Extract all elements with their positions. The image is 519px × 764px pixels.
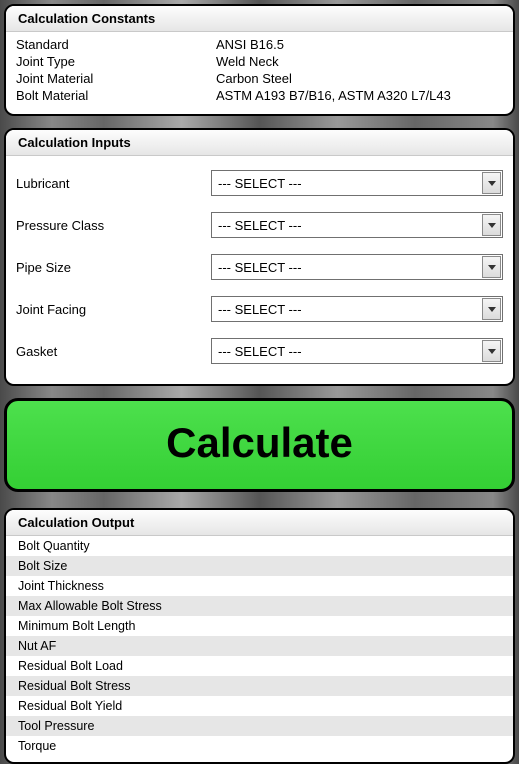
output-row: Nut AF [6,636,513,656]
chevron-down-icon [482,256,501,278]
inputs-panel: Calculation Inputs Lubricant --- SELECT … [4,128,515,386]
constant-row: Standard ANSI B16.5 [16,36,503,53]
constants-body: Standard ANSI B16.5 Joint Type Weld Neck… [6,32,513,114]
inputs-title: Calculation Inputs [6,130,513,156]
calculate-button[interactable]: Calculate [4,398,515,492]
constants-title: Calculation Constants [6,6,513,32]
input-row: Pressure Class --- SELECT --- [16,212,503,238]
constant-row: Joint Type Weld Neck [16,53,503,70]
constant-row: Joint Material Carbon Steel [16,70,503,87]
lubricant-select[interactable]: --- SELECT --- [211,170,503,196]
constant-value: Carbon Steel [216,71,503,86]
constant-row: Bolt Material ASTM A193 B7/B16, ASTM A32… [16,87,503,104]
output-row: Minimum Bolt Length [6,616,513,636]
output-row: Residual Bolt Stress [6,676,513,696]
constants-panel: Calculation Constants Standard ANSI B16.… [4,4,515,116]
output-row: Max Allowable Bolt Stress [6,596,513,616]
input-label: Lubricant [16,176,211,191]
constant-value: ANSI B16.5 [216,37,503,52]
output-row: Bolt Size [6,556,513,576]
constant-value: Weld Neck [216,54,503,69]
input-row: Lubricant --- SELECT --- [16,170,503,196]
output-title: Calculation Output [6,510,513,536]
chevron-down-icon [482,298,501,320]
output-row: Residual Bolt Yield [6,696,513,716]
input-label: Pipe Size [16,260,211,275]
input-label: Gasket [16,344,211,359]
input-row: Joint Facing --- SELECT --- [16,296,503,322]
input-label: Pressure Class [16,218,211,233]
constant-label: Standard [16,37,216,52]
output-row: Bolt Quantity [6,536,513,556]
output-row: Tool Pressure [6,716,513,736]
constant-label: Joint Material [16,71,216,86]
output-row: Joint Thickness [6,576,513,596]
inputs-body: Lubricant --- SELECT --- Pressure Class … [6,156,513,384]
output-body: Bolt Quantity Bolt Size Joint Thickness … [6,536,513,762]
input-row: Pipe Size --- SELECT --- [16,254,503,280]
select-value: --- SELECT --- [218,260,302,275]
constant-label: Joint Type [16,54,216,69]
input-row: Gasket --- SELECT --- [16,338,503,364]
gasket-select[interactable]: --- SELECT --- [211,338,503,364]
joint-facing-select[interactable]: --- SELECT --- [211,296,503,322]
chevron-down-icon [482,340,501,362]
output-row: Residual Bolt Load [6,656,513,676]
chevron-down-icon [482,172,501,194]
select-value: --- SELECT --- [218,302,302,317]
chevron-down-icon [482,214,501,236]
input-label: Joint Facing [16,302,211,317]
pressure-class-select[interactable]: --- SELECT --- [211,212,503,238]
pipe-size-select[interactable]: --- SELECT --- [211,254,503,280]
select-value: --- SELECT --- [218,344,302,359]
constant-label: Bolt Material [16,88,216,103]
select-value: --- SELECT --- [218,176,302,191]
constant-value: ASTM A193 B7/B16, ASTM A320 L7/L43 [216,88,503,103]
output-panel: Calculation Output Bolt Quantity Bolt Si… [4,508,515,764]
select-value: --- SELECT --- [218,218,302,233]
output-row: Torque [6,736,513,756]
